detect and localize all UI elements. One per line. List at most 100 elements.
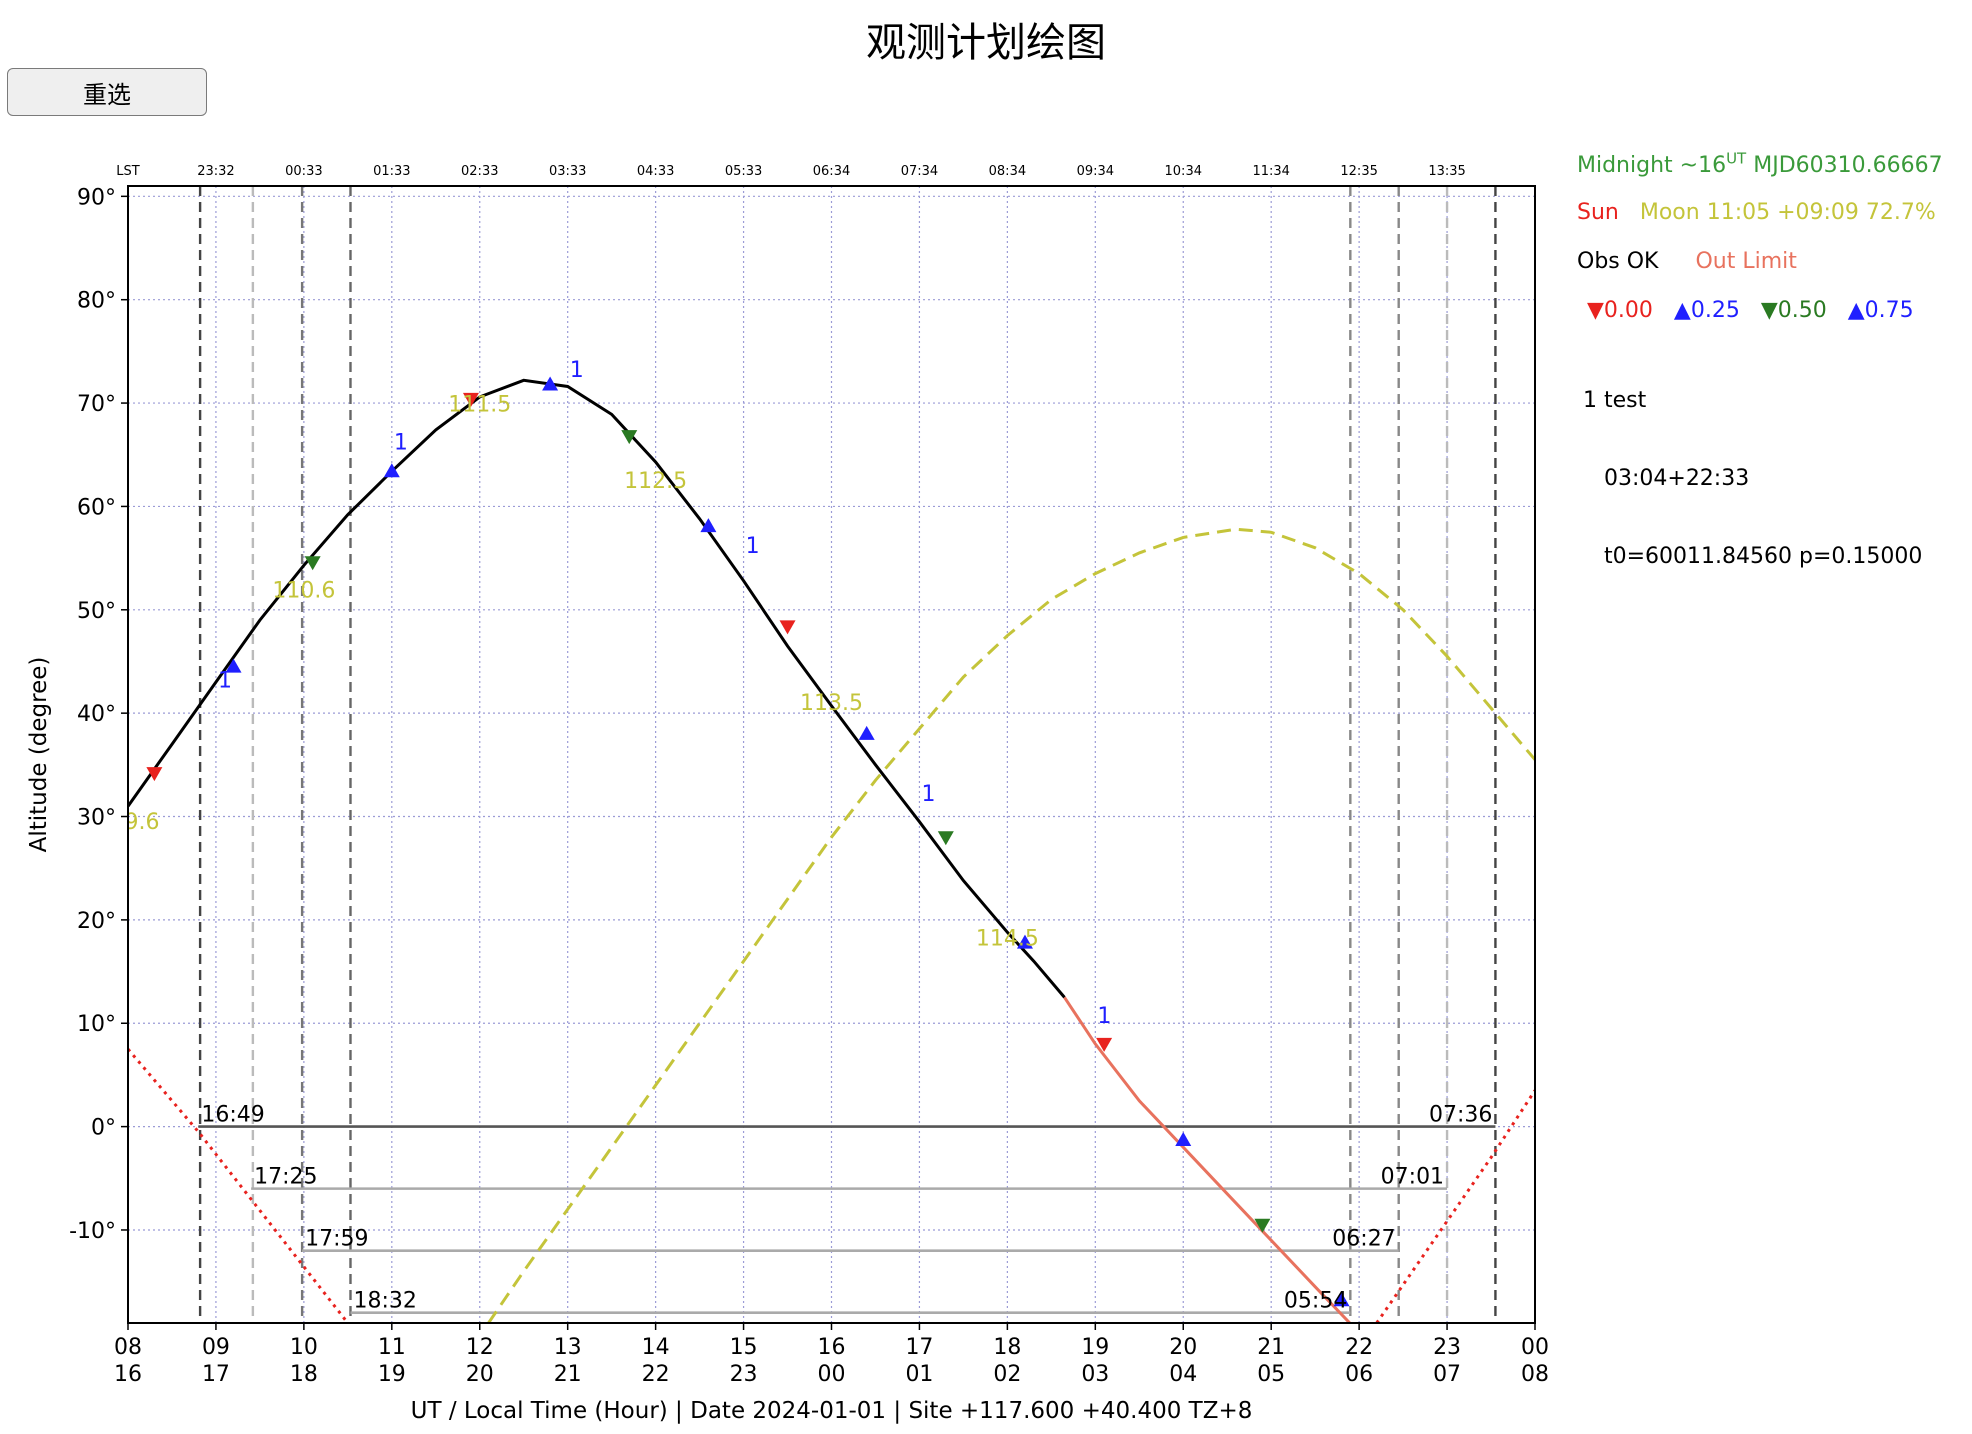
- y-tick-label: 50°: [77, 599, 116, 624]
- sun-limit-line-right: [1375, 1089, 1535, 1323]
- airmass-label: 112.5: [624, 469, 687, 494]
- midnight-label: Midnight ~16UT: [1577, 150, 1747, 179]
- x-tick-label-ut: 17: [905, 1335, 933, 1360]
- x-tick-label-local: 02: [993, 1362, 1021, 1387]
- phase-marker-up: [858, 725, 875, 740]
- phase-marker-down: [1096, 1037, 1113, 1052]
- up-triangle-icon: ▲: [1673, 298, 1691, 323]
- x-tick-label-ut: 00: [1521, 1335, 1549, 1360]
- twilight-start-label: 18:32: [353, 1289, 416, 1314]
- x-tick-label-ut: 15: [730, 1335, 758, 1360]
- x-tick-label-ut: 08: [114, 1335, 142, 1360]
- x-tick-label-local: 07: [1433, 1362, 1461, 1387]
- y-tick-label: -10°: [69, 1219, 116, 1244]
- phase-legend-1: ▲0.25: [1673, 298, 1740, 323]
- x-tick-label-ut: 16: [818, 1335, 846, 1360]
- lst-tick-label: 04:33: [637, 164, 674, 179]
- x-tick-label-ut: 13: [554, 1335, 582, 1360]
- x-tick-label-ut: 21: [1257, 1335, 1285, 1360]
- x-tick-label-local: 16: [114, 1362, 142, 1387]
- moon-curve: [487, 527, 1535, 1323]
- phase-marker-down: [621, 430, 638, 445]
- phase-marker-up: [700, 518, 717, 533]
- phase-marker-down: [146, 767, 163, 782]
- reselect-button[interactable]: 重选: [7, 68, 207, 116]
- x-tick-label-ut: 23: [1433, 1335, 1461, 1360]
- phase-legend-2: ▼0.50: [1760, 298, 1827, 323]
- x-tick-label-local: 17: [202, 1362, 230, 1387]
- lst-tick-label: 06:34: [813, 164, 850, 179]
- twilight-end-label: 05:54: [1284, 1289, 1347, 1314]
- x-tick-label-ut: 22: [1345, 1335, 1373, 1360]
- twilight-end-label: 07:01: [1381, 1165, 1444, 1190]
- y-tick-label: 40°: [77, 702, 116, 727]
- phase-number-label: 1: [394, 431, 408, 456]
- up-triangle-icon: ▲: [1847, 298, 1865, 323]
- y-tick-label: 60°: [77, 495, 116, 520]
- y-tick-label: 80°: [77, 289, 116, 314]
- phase-legend-0: ▼0.00: [1587, 298, 1653, 323]
- moon-label: Moon 11:05 +09:09 72.7%: [1639, 200, 1936, 225]
- phase-number-label: 1: [921, 782, 935, 807]
- target-curve-out-limit: [1063, 996, 1352, 1323]
- phase-number-label: 1: [1097, 1004, 1111, 1029]
- twilight-start-label: 16:49: [201, 1103, 264, 1128]
- lst-tick-label: 12:35: [1340, 164, 1377, 179]
- x-tick-label-ut: 18: [993, 1335, 1021, 1360]
- down-triangle-icon: ▼: [1760, 298, 1778, 323]
- lst-tick-label: 00:33: [285, 164, 322, 179]
- phase-marker-up: [1016, 934, 1033, 949]
- phase-marker-up: [383, 463, 400, 478]
- phase-legend-3: ▲0.75: [1847, 298, 1914, 323]
- twilight-end-label: 07:36: [1429, 1103, 1492, 1128]
- plot-area: 1 1 1 1 1 1 109.6 110.6 111.5 112.5 113.5 114.5 16:4…: [97, 186, 1535, 1323]
- lst-tick-label: 07:34: [901, 164, 938, 179]
- out-limit-label: Out Limit: [1695, 249, 1797, 274]
- status-legend: Obs OK Out Limit: [1577, 249, 1811, 274]
- airmass-label: 114.5: [976, 927, 1039, 952]
- x-tick-label-local: 03: [1081, 1362, 1109, 1387]
- x-tick-label-local: 21: [554, 1362, 582, 1387]
- x-tick-label-local: 22: [642, 1362, 670, 1387]
- phase-marker-down: [779, 620, 796, 635]
- lst-tick-label: 23:32: [197, 164, 234, 179]
- phase-number-label: 1: [570, 358, 584, 383]
- y-tick-label: 70°: [77, 392, 116, 417]
- airmass-label: 109.6: [97, 810, 160, 835]
- phase-marker-up: [225, 658, 242, 673]
- x-tick-label-local: 23: [730, 1362, 758, 1387]
- phase-marker-down: [1254, 1218, 1271, 1233]
- x-tick-label-ut: 09: [202, 1335, 230, 1360]
- x-tick-label-ut: 19: [1081, 1335, 1109, 1360]
- x-axis-label: UT / Local Time (Hour) | Date 2024-01-01…: [411, 1398, 1253, 1424]
- lst-axis-label: LST: [116, 164, 139, 179]
- x-tick-label-local: 06: [1345, 1362, 1373, 1387]
- x-tick-label-local: 01: [905, 1362, 933, 1387]
- phase-number-label: 1: [218, 668, 232, 693]
- phase-marker-down: [937, 831, 954, 846]
- target-ephemeris: t0=60011.84560 p=0.15000: [1583, 544, 1923, 569]
- phase-marker-up: [1175, 1132, 1192, 1147]
- lst-tick-label: 01:33: [373, 164, 410, 179]
- x-tick-label-ut: 20: [1169, 1335, 1197, 1360]
- target-name: 1 test: [1583, 388, 1647, 413]
- airmass-label: 110.6: [272, 578, 335, 603]
- y-tick-label: 90°: [77, 185, 116, 210]
- x-tick-label-local: 08: [1521, 1362, 1549, 1387]
- lst-tick-label: 02:33: [461, 164, 498, 179]
- x-tick-label-ut: 12: [466, 1335, 494, 1360]
- x-tick-label-local: 00: [818, 1362, 846, 1387]
- phase-marker-up: [1333, 1292, 1350, 1307]
- lst-tick-label: 13:35: [1428, 164, 1465, 179]
- phase-legend: ▼0.00 ▲0.25 ▼0.50 ▲0.75: [1587, 298, 1928, 323]
- lst-tick-label: 05:33: [725, 164, 762, 179]
- y-tick-label: 20°: [77, 909, 116, 934]
- midnight-info: Midnight ~16UT MJD60310.66667: [1577, 150, 1957, 178]
- lst-tick-label: 08:34: [989, 164, 1026, 179]
- phase-marker-up: [542, 376, 559, 391]
- mjd-label: MJD60310.66667: [1746, 153, 1943, 179]
- phase-number-label: 1: [746, 534, 760, 559]
- x-tick-label-local: 18: [290, 1362, 318, 1387]
- y-tick-label: 0°: [91, 1116, 116, 1141]
